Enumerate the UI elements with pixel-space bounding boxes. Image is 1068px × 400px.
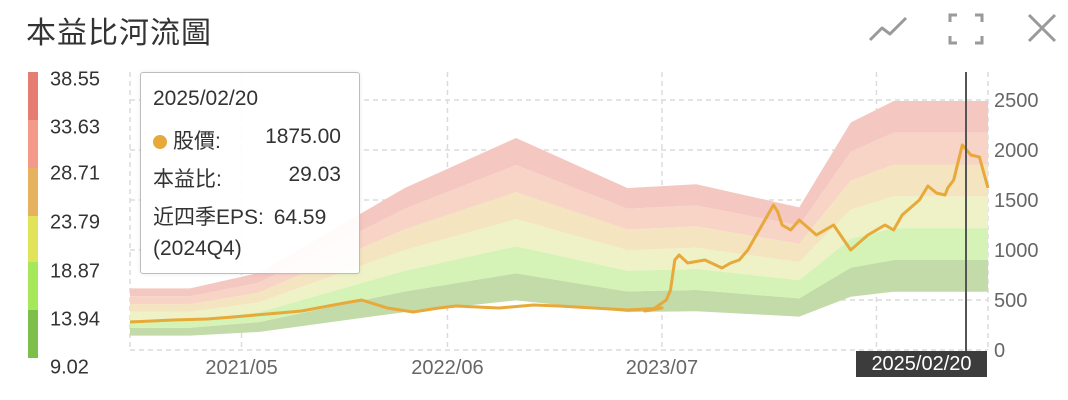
legend-segment [28, 262, 38, 310]
y-tick-label: 1500 [994, 190, 1039, 212]
tooltip-eps-value: 64.59 [273, 206, 327, 229]
pe-legend-bar [28, 72, 38, 358]
legend-segment [28, 310, 38, 358]
legend-segment [28, 72, 38, 120]
tooltip-eps-row: 近四季EPS: 64.59 [153, 201, 349, 231]
legend-label: 9.02 [50, 356, 89, 379]
pe-band [130, 164, 988, 312]
fullscreen-icon[interactable] [946, 10, 986, 48]
crosshair-date-badge: 2025/02/20 [856, 351, 987, 377]
tooltip-pe-value: 29.03 [288, 163, 341, 186]
y-tick-label: 2000 [994, 140, 1039, 162]
price-line [129, 143, 990, 324]
tooltip-pe-row: 本益比: 29.03 [153, 163, 349, 193]
tooltip-pe-label: 本益比: [153, 168, 222, 191]
x-tick-label: 2022/06 [411, 357, 483, 379]
x-tick-label: 2023/07 [626, 357, 698, 379]
y-tick-label: 2500 [994, 90, 1039, 112]
legend-segment [28, 120, 38, 168]
legend-label: 28.71 [50, 162, 101, 185]
legend-label: 18.87 [50, 260, 101, 283]
tooltip: 2025/02/20 股價: 1875.00 本益比: 29.03 近四季EPS… [140, 72, 360, 274]
y-tick-label: 1000 [994, 240, 1039, 262]
pe-band [130, 101, 988, 297]
close-icon[interactable] [1022, 10, 1062, 48]
chart-title: 本益比河流圖 [26, 17, 212, 50]
legend-label: 23.79 [50, 211, 101, 234]
legend-segment [28, 216, 38, 262]
tooltip-price-value: 1875.00 [265, 125, 341, 148]
pe-band [130, 196, 988, 320]
price-series [129, 143, 990, 324]
tooltip-date: 2025/02/20 [153, 87, 259, 110]
y-tick-label: 500 [994, 290, 1027, 312]
pe-band [130, 132, 988, 305]
tooltip-eps-label: 近四季EPS: [153, 206, 264, 229]
price-series-dot [153, 135, 167, 149]
tooltip-quarter: (2024Q4) [153, 237, 242, 260]
tooltip-price-label: 股價: [173, 130, 221, 153]
y-tick-label: 0 [994, 340, 1005, 362]
line-trend-icon[interactable] [868, 10, 908, 48]
tooltip-price-row: 股價: 1875.00 [153, 125, 349, 155]
legend-label: 38.55 [50, 68, 101, 91]
x-tick-label: 2021/05 [205, 357, 277, 379]
pe-band [130, 259, 988, 336]
legend-label: 13.94 [50, 308, 101, 331]
legend-segment [28, 168, 38, 216]
legend-label: 33.63 [50, 116, 101, 139]
